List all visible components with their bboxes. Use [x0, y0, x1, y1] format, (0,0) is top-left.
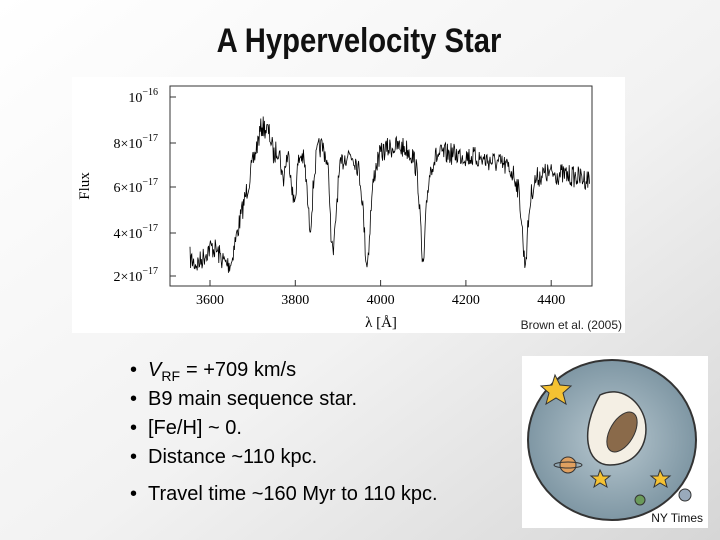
bullet-body: = +709 km/s — [186, 359, 296, 381]
y-tick-exponent: −17 — [142, 266, 158, 277]
bullet-text: VRF = +709 km/s — [148, 359, 296, 384]
y-tick-exponent: −17 — [142, 223, 158, 234]
y-tick-exponent: −17 — [142, 133, 158, 144]
x-tick-label: 4000 — [367, 293, 395, 308]
cartoon: NY Times — [522, 356, 708, 528]
cartoon-sole — [606, 411, 638, 453]
bullet-body: Distance ~110 kpc. — [148, 446, 317, 468]
x-tick-label: 4200 — [452, 293, 480, 308]
cartoon-planet — [559, 456, 577, 474]
y-tick-label: 4×10−17 — [113, 223, 158, 242]
bullet-text: Distance ~110 kpc. — [148, 446, 317, 468]
bullet-marker: • — [130, 388, 137, 410]
bullet-marker: • — [130, 359, 137, 381]
bullet-symbol: V — [148, 359, 163, 381]
y-tick-label: 2×10−17 — [113, 266, 158, 285]
y-tick-base: 8×10 — [113, 137, 142, 152]
image-credit: NY Times — [651, 511, 703, 525]
y-axis-label: Flux — [77, 172, 93, 200]
x-tick-label: 3600 — [196, 293, 224, 308]
bullet-text: B9 main sequence star. — [148, 388, 357, 410]
bullet-marker: • — [130, 483, 137, 505]
y-tick-base: 10 — [128, 91, 142, 106]
bullet-body: [Fe/H] ~ 0. — [148, 417, 242, 439]
figure-credit: Brown et al. (2005) — [521, 318, 622, 332]
y-tick-base: 4×10 — [113, 227, 142, 242]
bullet-marker: • — [130, 446, 137, 468]
y-tick-base: 2×10 — [113, 270, 142, 285]
cartoon-star — [589, 468, 612, 489]
y-tick-exponent: −17 — [142, 177, 158, 188]
cartoon-ring — [553, 461, 583, 469]
cartoon-star — [649, 468, 672, 489]
cartoon-planet — [634, 494, 646, 506]
y-tick-base: 6×10 — [113, 181, 142, 196]
spectrum-line — [189, 116, 590, 273]
bullet-text: Travel time ~160 Myr to 110 kpc. — [148, 483, 438, 505]
x-tick-label: 4400 — [537, 293, 565, 308]
figure-background — [72, 77, 625, 333]
cartoon-star — [539, 373, 573, 406]
y-tick-label: 8×10−17 — [113, 133, 158, 152]
cartoon-planet — [678, 488, 692, 502]
slide-title: A Hypervelocity Star — [217, 21, 502, 60]
bullet-subscript: RF — [161, 368, 180, 384]
y-tick-label: 6×10−17 — [113, 177, 158, 196]
x-tick-label: 3800 — [281, 293, 309, 308]
bullet-text: [Fe/H] ~ 0. — [148, 417, 242, 439]
x-axis-label: λ [Å] — [365, 315, 397, 331]
spectrum-figure: Flux λ [Å] Brown et al. (2005) 10−16 8×10… — [72, 77, 625, 333]
y-tick-exponent: −16 — [142, 87, 158, 98]
bullet-list: • VRF = +709 km/s • B9 main sequence star. • [… — [130, 359, 438, 505]
bullet-marker: • — [130, 417, 137, 439]
bullet-body: Travel time ~160 Myr to 110 kpc. — [148, 483, 438, 505]
bullet-body: B9 main sequence star. — [148, 388, 357, 410]
y-tick-label: 10−16 — [128, 87, 158, 106]
